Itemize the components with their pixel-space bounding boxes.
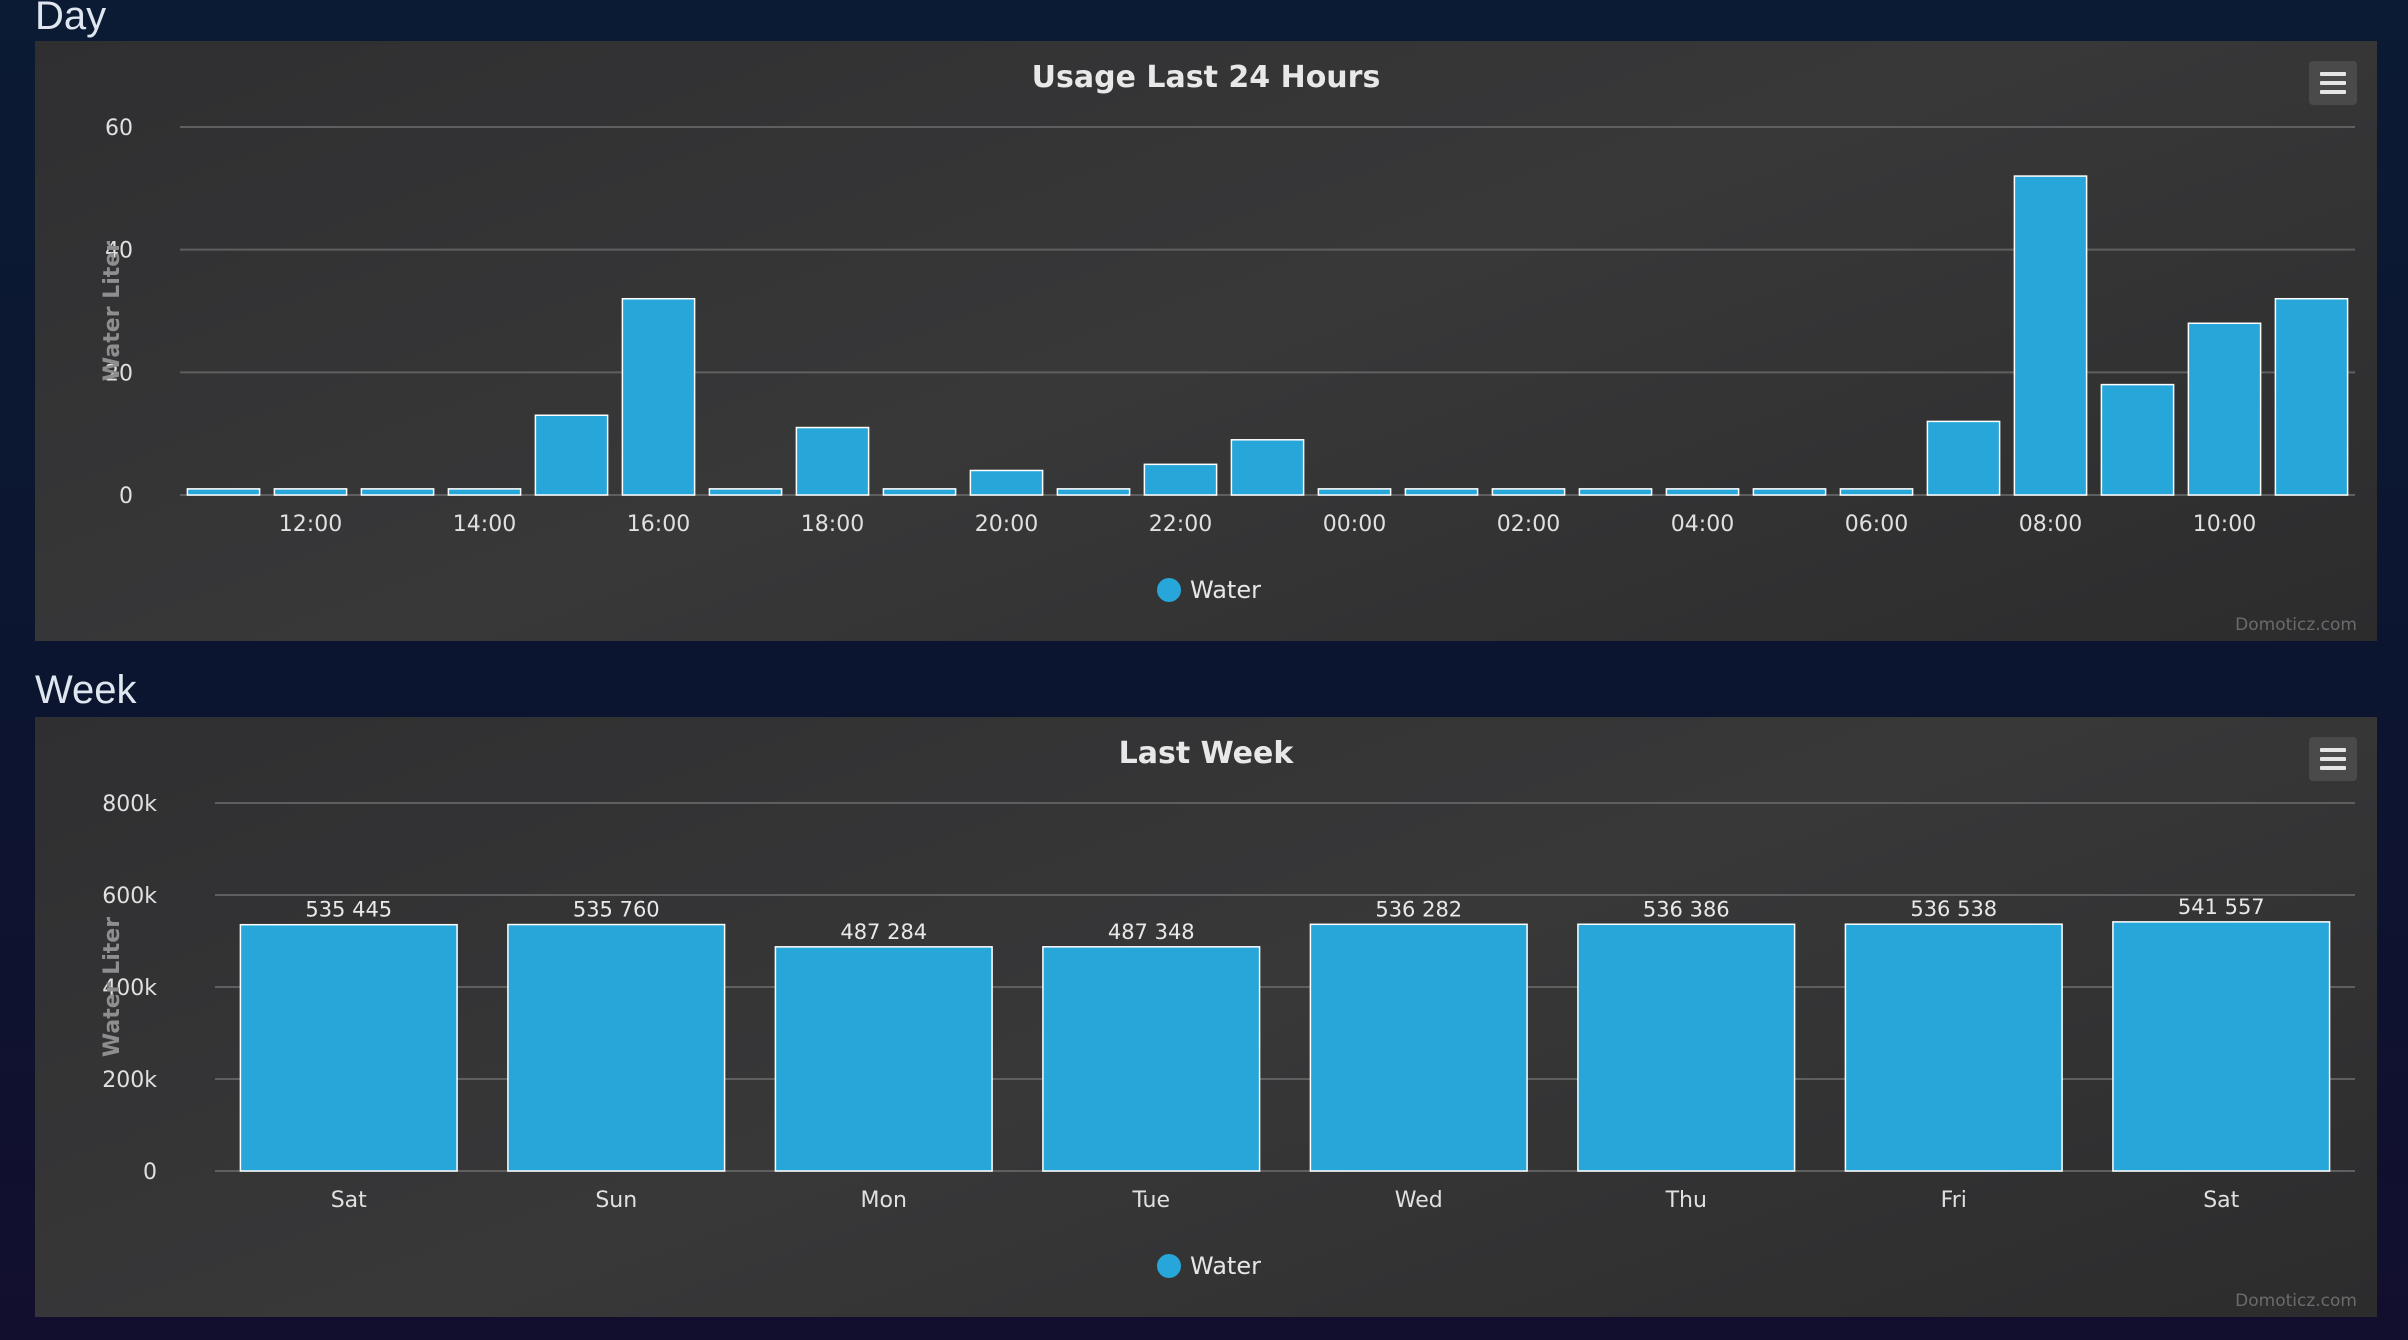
x-tick-label: 14:00 xyxy=(453,512,516,537)
data-label: 487 348 xyxy=(1108,920,1195,944)
bar xyxy=(1577,923,1796,1172)
bar xyxy=(1230,439,1305,496)
bar xyxy=(795,426,870,496)
week-chart-panel: Last Week 0 200k 400k 600k 800k Water Liter 535… xyxy=(35,717,2377,1317)
y-axis-title: Water Liter xyxy=(100,241,125,381)
bar xyxy=(774,946,993,1172)
bar xyxy=(1317,488,1392,496)
bar xyxy=(2100,383,2175,496)
data-label: 541 557 xyxy=(2178,895,2265,919)
y-tick-label: 800k xyxy=(102,792,157,817)
y-tick-label: 200k xyxy=(102,1068,157,1093)
y-tick-label: 600k xyxy=(102,884,157,909)
x-tick-label: Thu xyxy=(1665,1188,1707,1213)
bar xyxy=(273,488,348,496)
day-chart-panel: Usage Last 24 Hours 0 20 40 60 Water Liter 12:… xyxy=(35,41,2377,641)
week-usage-chart: Last Week 0 200k 400k 600k 800k Water Liter 535… xyxy=(100,736,2355,1280)
x-tick-label: Sun xyxy=(595,1188,637,1213)
x-tick-label: 04:00 xyxy=(1671,512,1734,537)
data-label: 536 538 xyxy=(1910,897,1997,921)
bar xyxy=(1926,420,2001,496)
bar xyxy=(1578,488,1653,496)
bar xyxy=(1309,923,1528,1172)
y-tick-label: 60 xyxy=(105,116,133,141)
bar xyxy=(1665,488,1740,496)
bar xyxy=(1844,923,2063,1172)
bar xyxy=(1839,488,1914,496)
bar xyxy=(882,488,957,496)
x-tick-label: 20:00 xyxy=(975,512,1038,537)
x-tick-label: 02:00 xyxy=(1497,512,1560,537)
y-tick-label: 20 xyxy=(105,361,133,386)
x-tick-label: Fri xyxy=(1941,1188,1967,1213)
legend-item-water: Water xyxy=(1190,1252,1261,1280)
chart-menu-button[interactable] xyxy=(2309,61,2357,105)
bar xyxy=(1042,946,1261,1172)
chart-title: Usage Last 24 Hours xyxy=(1032,60,1381,95)
data-label: 535 760 xyxy=(573,898,660,922)
bar xyxy=(1404,488,1479,496)
bar xyxy=(360,488,435,496)
bar xyxy=(507,923,726,1172)
legend-item-water: Water xyxy=(1190,576,1261,604)
bar xyxy=(1752,488,1827,496)
bar xyxy=(2112,921,2331,1172)
y-tick-label: 400k xyxy=(102,976,157,1001)
x-tick-label: Tue xyxy=(1131,1188,1170,1213)
bar xyxy=(621,297,696,496)
legend-marker xyxy=(1157,1254,1181,1278)
bar xyxy=(1143,463,1218,496)
x-tick-label: Sat xyxy=(331,1188,367,1213)
section-title-week: Week xyxy=(35,668,137,712)
bar xyxy=(2274,297,2349,496)
bar xyxy=(186,488,261,496)
bar xyxy=(969,469,1044,496)
day-usage-chart: Usage Last 24 Hours 0 20 40 60 Water Liter 12:… xyxy=(100,60,2355,604)
chart-title: Last Week xyxy=(1119,736,1295,771)
bar xyxy=(1056,488,1131,496)
x-tick-label: 00:00 xyxy=(1323,512,1386,537)
data-label: 536 386 xyxy=(1643,897,1730,921)
legend-marker xyxy=(1157,578,1181,602)
data-label: 536 282 xyxy=(1375,897,1462,921)
bar xyxy=(2013,175,2088,496)
y-tick-label: 0 xyxy=(143,1160,157,1185)
x-tick-label: Wed xyxy=(1395,1188,1443,1213)
bar xyxy=(447,488,522,496)
chart-credits[interactable]: Domoticz.com xyxy=(2235,615,2357,635)
section-title-day: Day xyxy=(35,0,107,38)
chart-menu-button[interactable] xyxy=(2309,737,2357,781)
bar xyxy=(239,923,458,1172)
data-label: 535 445 xyxy=(305,898,392,922)
x-tick-label: 06:00 xyxy=(1845,512,1908,537)
x-tick-label: Mon xyxy=(861,1188,907,1213)
x-tick-label: 08:00 xyxy=(2019,512,2082,537)
bar xyxy=(534,414,609,496)
bar xyxy=(1491,488,1566,496)
data-label: 487 284 xyxy=(840,920,927,944)
x-tick-label: 22:00 xyxy=(1149,512,1212,537)
bar xyxy=(708,488,783,496)
x-tick-label: 16:00 xyxy=(627,512,690,537)
x-tick-label: 18:00 xyxy=(801,512,864,537)
x-tick-label: 12:00 xyxy=(279,512,342,537)
chart-credits[interactable]: Domoticz.com xyxy=(2235,1291,2357,1311)
x-tick-label: Sat xyxy=(2203,1188,2239,1213)
bar xyxy=(2187,322,2262,496)
y-tick-label: 40 xyxy=(105,239,133,264)
y-tick-label: 0 xyxy=(119,484,133,509)
y-axis-title: Water Liter xyxy=(100,917,125,1057)
x-tick-label: 10:00 xyxy=(2193,512,2256,537)
